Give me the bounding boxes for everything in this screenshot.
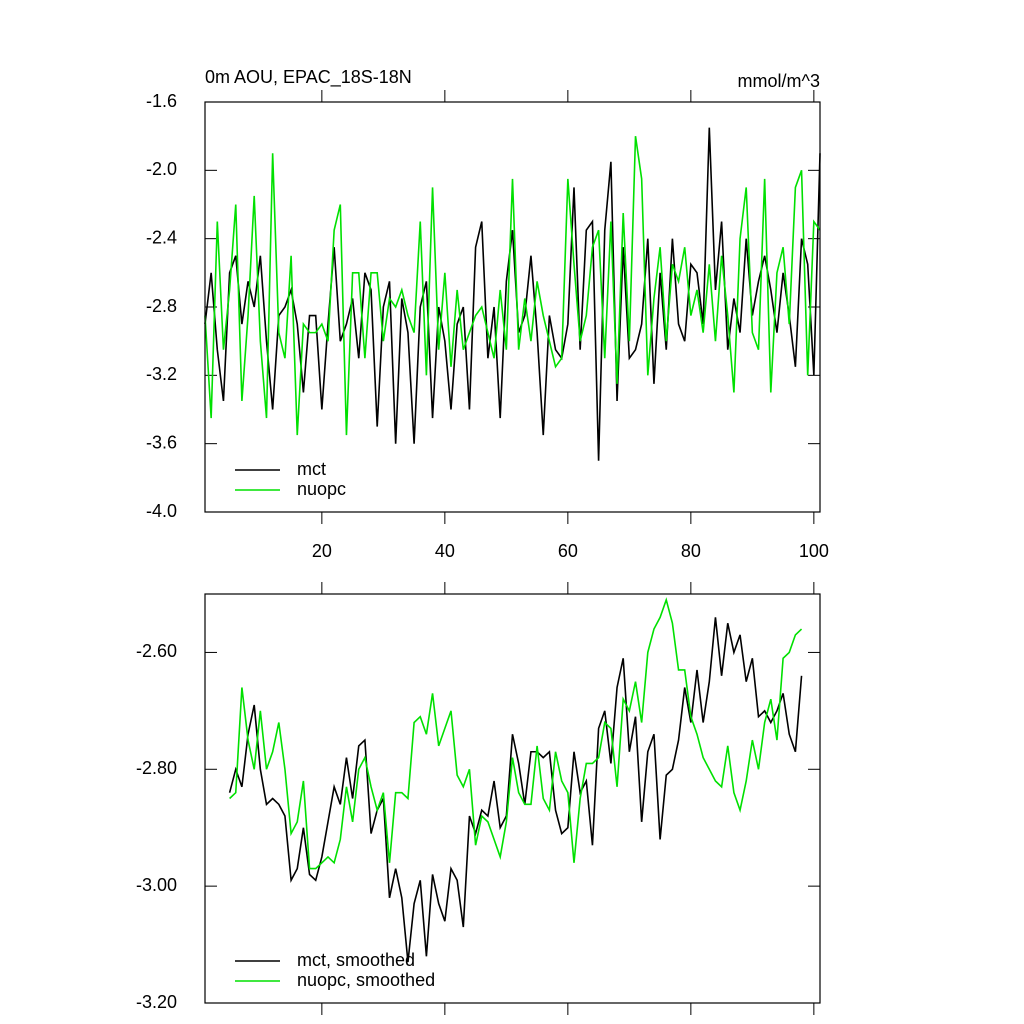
y-tick-label: -2.60 [136,641,177,661]
chart-title: 0m AOU, EPAC_18S-18N [205,67,412,88]
units-label: mmol/m^3 [738,71,820,91]
y-tick-label: -2.0 [146,159,177,179]
y-tick-label: -4.0 [146,501,177,521]
legend-label: nuopc, smoothed [297,970,435,990]
plot-frame [204,593,821,1004]
series-line [229,597,803,870]
y-tick-label: -2.8 [146,296,177,316]
x-tick-label: 60 [558,541,578,561]
series-line [204,136,821,436]
series-line [204,127,821,461]
y-tick-label: -3.6 [146,432,177,452]
x-tick-label: 20 [312,541,332,561]
y-tick-label: -3.00 [136,875,177,895]
y-tick-label: -3.20 [136,992,177,1012]
legend-label: mct, smoothed [297,950,415,970]
legend-label: nuopc [297,479,346,499]
plot-frame [204,101,821,513]
series-line [228,617,803,963]
x-tick-label: 80 [681,541,701,561]
y-tick-label: -2.4 [146,227,177,247]
x-tick-label: 40 [435,541,455,561]
legend-label: mct [297,459,326,479]
x-tick-label: 100 [799,541,829,561]
y-tick-label: -1.6 [146,91,177,111]
y-tick-label: -2.80 [136,758,177,778]
y-tick-label: -3.2 [146,364,177,384]
